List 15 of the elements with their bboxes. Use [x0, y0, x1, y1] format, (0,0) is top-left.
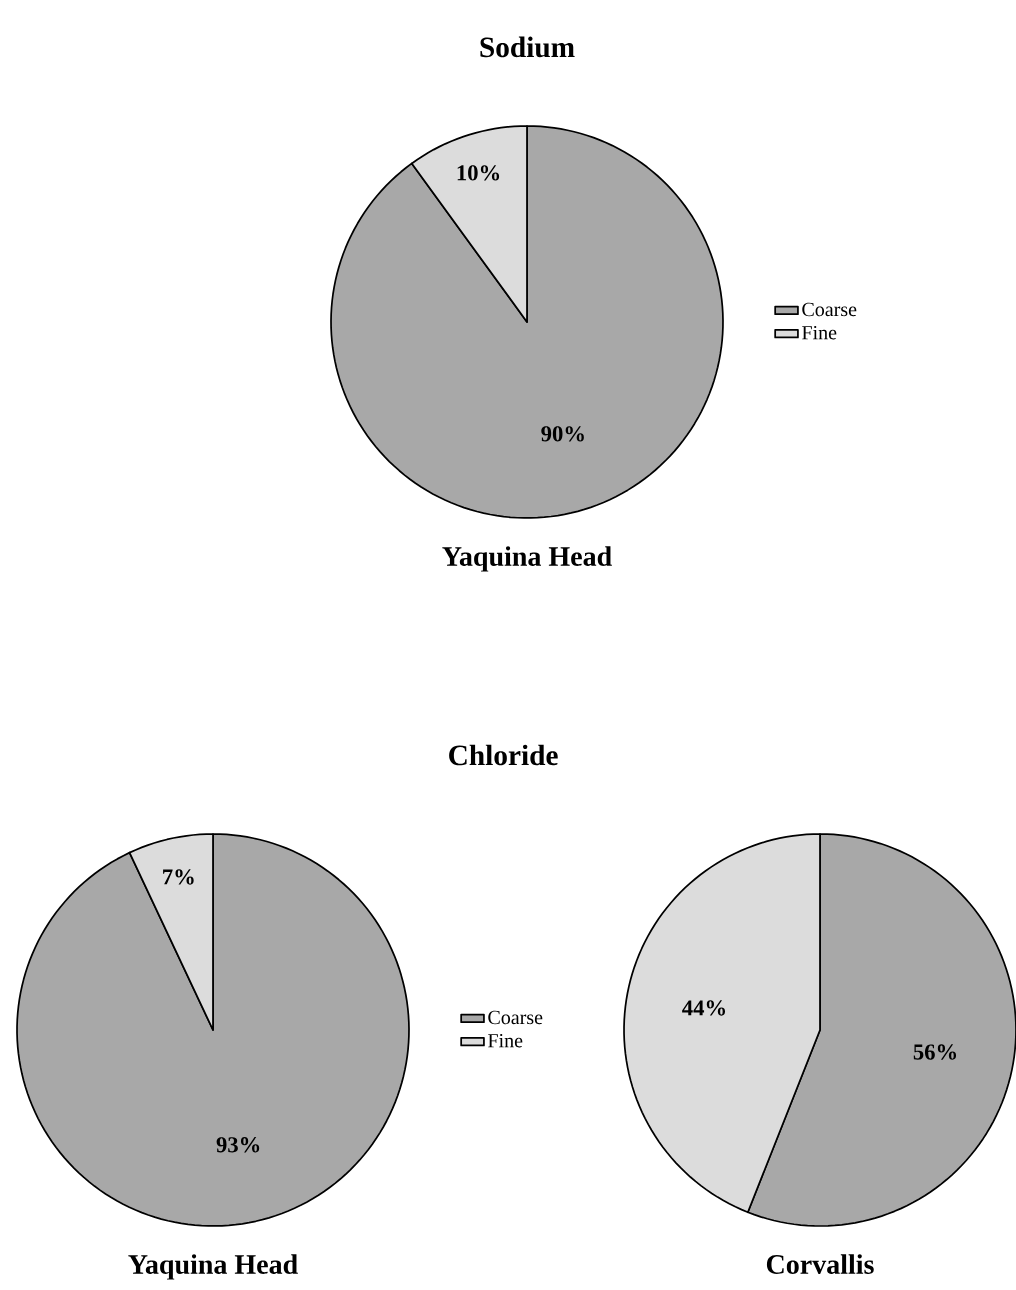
data-label: 7%: [163, 869, 194, 885]
text: Yaquina Head: [442, 546, 612, 572]
chart-title: Sodium: [480, 36, 575, 58]
legend-label: Coarse: [802, 302, 857, 317]
data-label: 90%: [541, 426, 584, 442]
legend-label: Coarse: [488, 1010, 543, 1025]
text: Yaquina Head: [128, 1254, 298, 1280]
data-label: 93%: [216, 1137, 260, 1153]
data-label: 56%: [913, 1044, 957, 1060]
legend-label: Fine: [802, 326, 837, 340]
legend-label: Fine: [488, 1034, 523, 1048]
chart-title: Chloride: [449, 744, 558, 766]
data-label: 10%: [457, 165, 500, 181]
text: Corvallis: [766, 1254, 874, 1274]
data-label: 44%: [682, 1000, 726, 1016]
